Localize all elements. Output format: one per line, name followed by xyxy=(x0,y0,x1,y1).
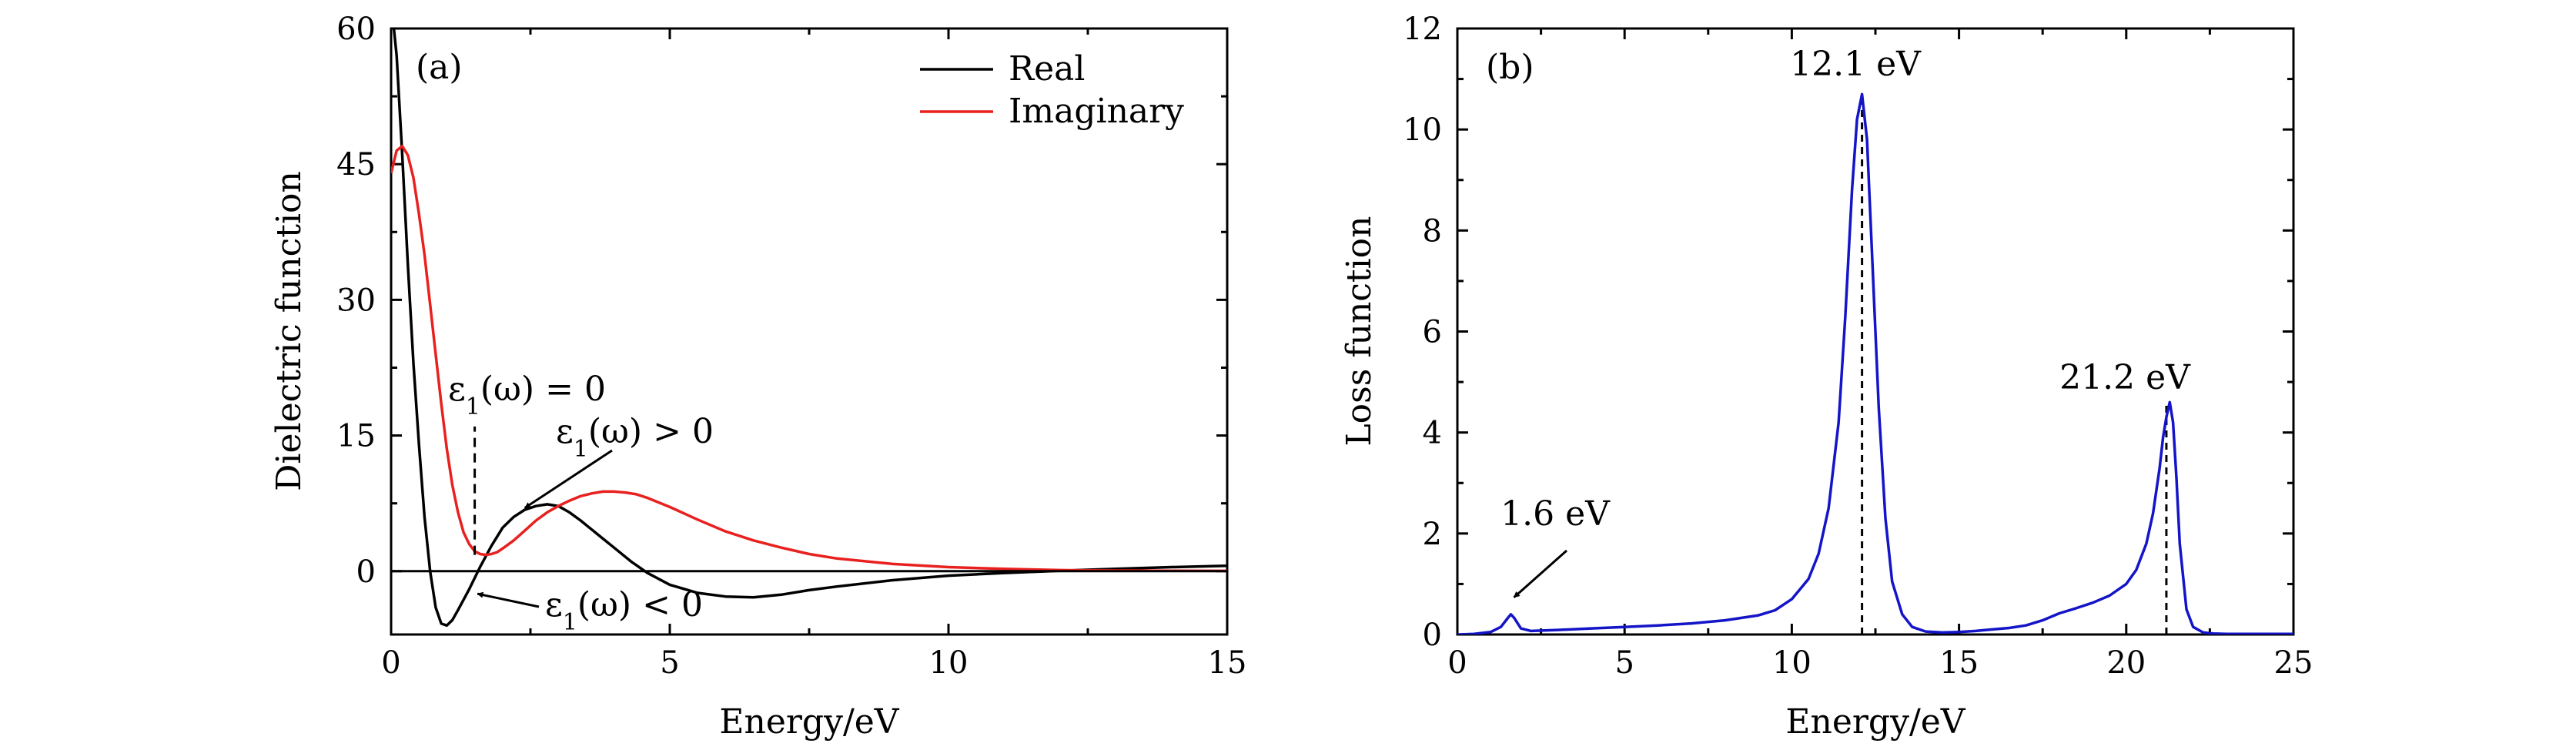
x-tick-label: 10 xyxy=(929,645,969,681)
y-tick-label: 45 xyxy=(336,147,376,182)
x-tick-label: 20 xyxy=(2106,645,2146,681)
y-tick-label: 0 xyxy=(1423,618,1442,653)
arrow-peak-1-6 xyxy=(1513,549,1567,598)
y-tick-label: 12 xyxy=(1403,12,1442,47)
panel-a-ticks: 0 5 10 15 0 15 30 45 60 xyxy=(336,12,1246,681)
x-tick-label: 5 xyxy=(660,645,679,681)
y-tick-label: 2 xyxy=(1423,517,1442,552)
panel-b-chart: 0 5 10 15 20 25 0 2 4 6 8 10 12 (b) Energy/eV Loss f… xyxy=(1340,12,2313,742)
panel-a-legend: Real Imaginary xyxy=(920,49,1184,131)
panel-a-series xyxy=(391,28,1227,628)
arrow-epsilon-greater-zero xyxy=(524,449,613,509)
annotation-epsilon-less-zero: ε1(ω) < 0 xyxy=(545,585,703,636)
annotation-epsilon-equals-zero: ε1(ω) = 0 xyxy=(448,370,606,420)
y-tick-label: 30 xyxy=(336,283,376,318)
panel-a-x-axis-title: Energy/eV xyxy=(719,702,899,742)
x-tick-label: 5 xyxy=(1614,645,1634,681)
series-line-loss-function xyxy=(1457,92,2293,634)
y-tick-label: 0 xyxy=(356,554,376,590)
annotation-peak-1-6: 1.6 eV xyxy=(1500,494,1611,534)
panel-b-series xyxy=(1457,92,2293,634)
annotation-peak-21-2: 21.2 eV xyxy=(2059,358,2191,397)
y-tick-label: 60 xyxy=(336,12,376,47)
panel-a-label: (a) xyxy=(416,48,463,87)
panel-a-chart: 0 5 10 15 0 15 30 45 60 (a) Energy/eV Dielectric… xyxy=(269,12,1246,742)
annotation-epsilon-greater-zero: ε1(ω) > 0 xyxy=(556,412,714,463)
x-tick-label: 15 xyxy=(1208,645,1247,681)
x-tick-label: 0 xyxy=(381,645,400,681)
x-tick-label: 15 xyxy=(1939,645,1979,681)
legend-label-real: Real xyxy=(1009,49,1085,89)
panel-b-label: (b) xyxy=(1486,48,1534,87)
panel-b-y-axis-title: Loss function xyxy=(1340,216,1379,446)
panel-a-annotations: ε1(ω) = 0 ε1(ω) > 0 ε1(ω) < 0 xyxy=(448,370,714,636)
panel-a-y-axis-title: Dielectric function xyxy=(269,171,309,491)
panel-b-x-axis-title: Energy/eV xyxy=(1785,702,1965,742)
series-line-imaginary xyxy=(391,144,1227,573)
y-tick-label: 8 xyxy=(1423,213,1442,249)
y-tick-label: 6 xyxy=(1423,315,1442,350)
x-tick-label: 0 xyxy=(1447,645,1467,681)
y-tick-label: 10 xyxy=(1403,112,1442,148)
legend-label-imaginary: Imaginary xyxy=(1009,92,1184,131)
arrow-epsilon-less-zero xyxy=(477,591,540,608)
x-tick-label: 25 xyxy=(2274,645,2313,681)
y-tick-label: 15 xyxy=(336,419,376,454)
panel-b-ticks: 0 5 10 15 20 25 0 2 4 6 8 10 12 xyxy=(1403,12,2313,681)
annotation-peak-12-1: 12.1 eV xyxy=(1790,45,1922,84)
x-tick-label: 10 xyxy=(1772,645,1812,681)
panel-b-annotations: 12.1 eV 21.2 eV 1.6 eV xyxy=(1500,45,2191,598)
panel-b-peak-markers xyxy=(1861,94,2168,634)
y-tick-label: 4 xyxy=(1423,416,1442,451)
